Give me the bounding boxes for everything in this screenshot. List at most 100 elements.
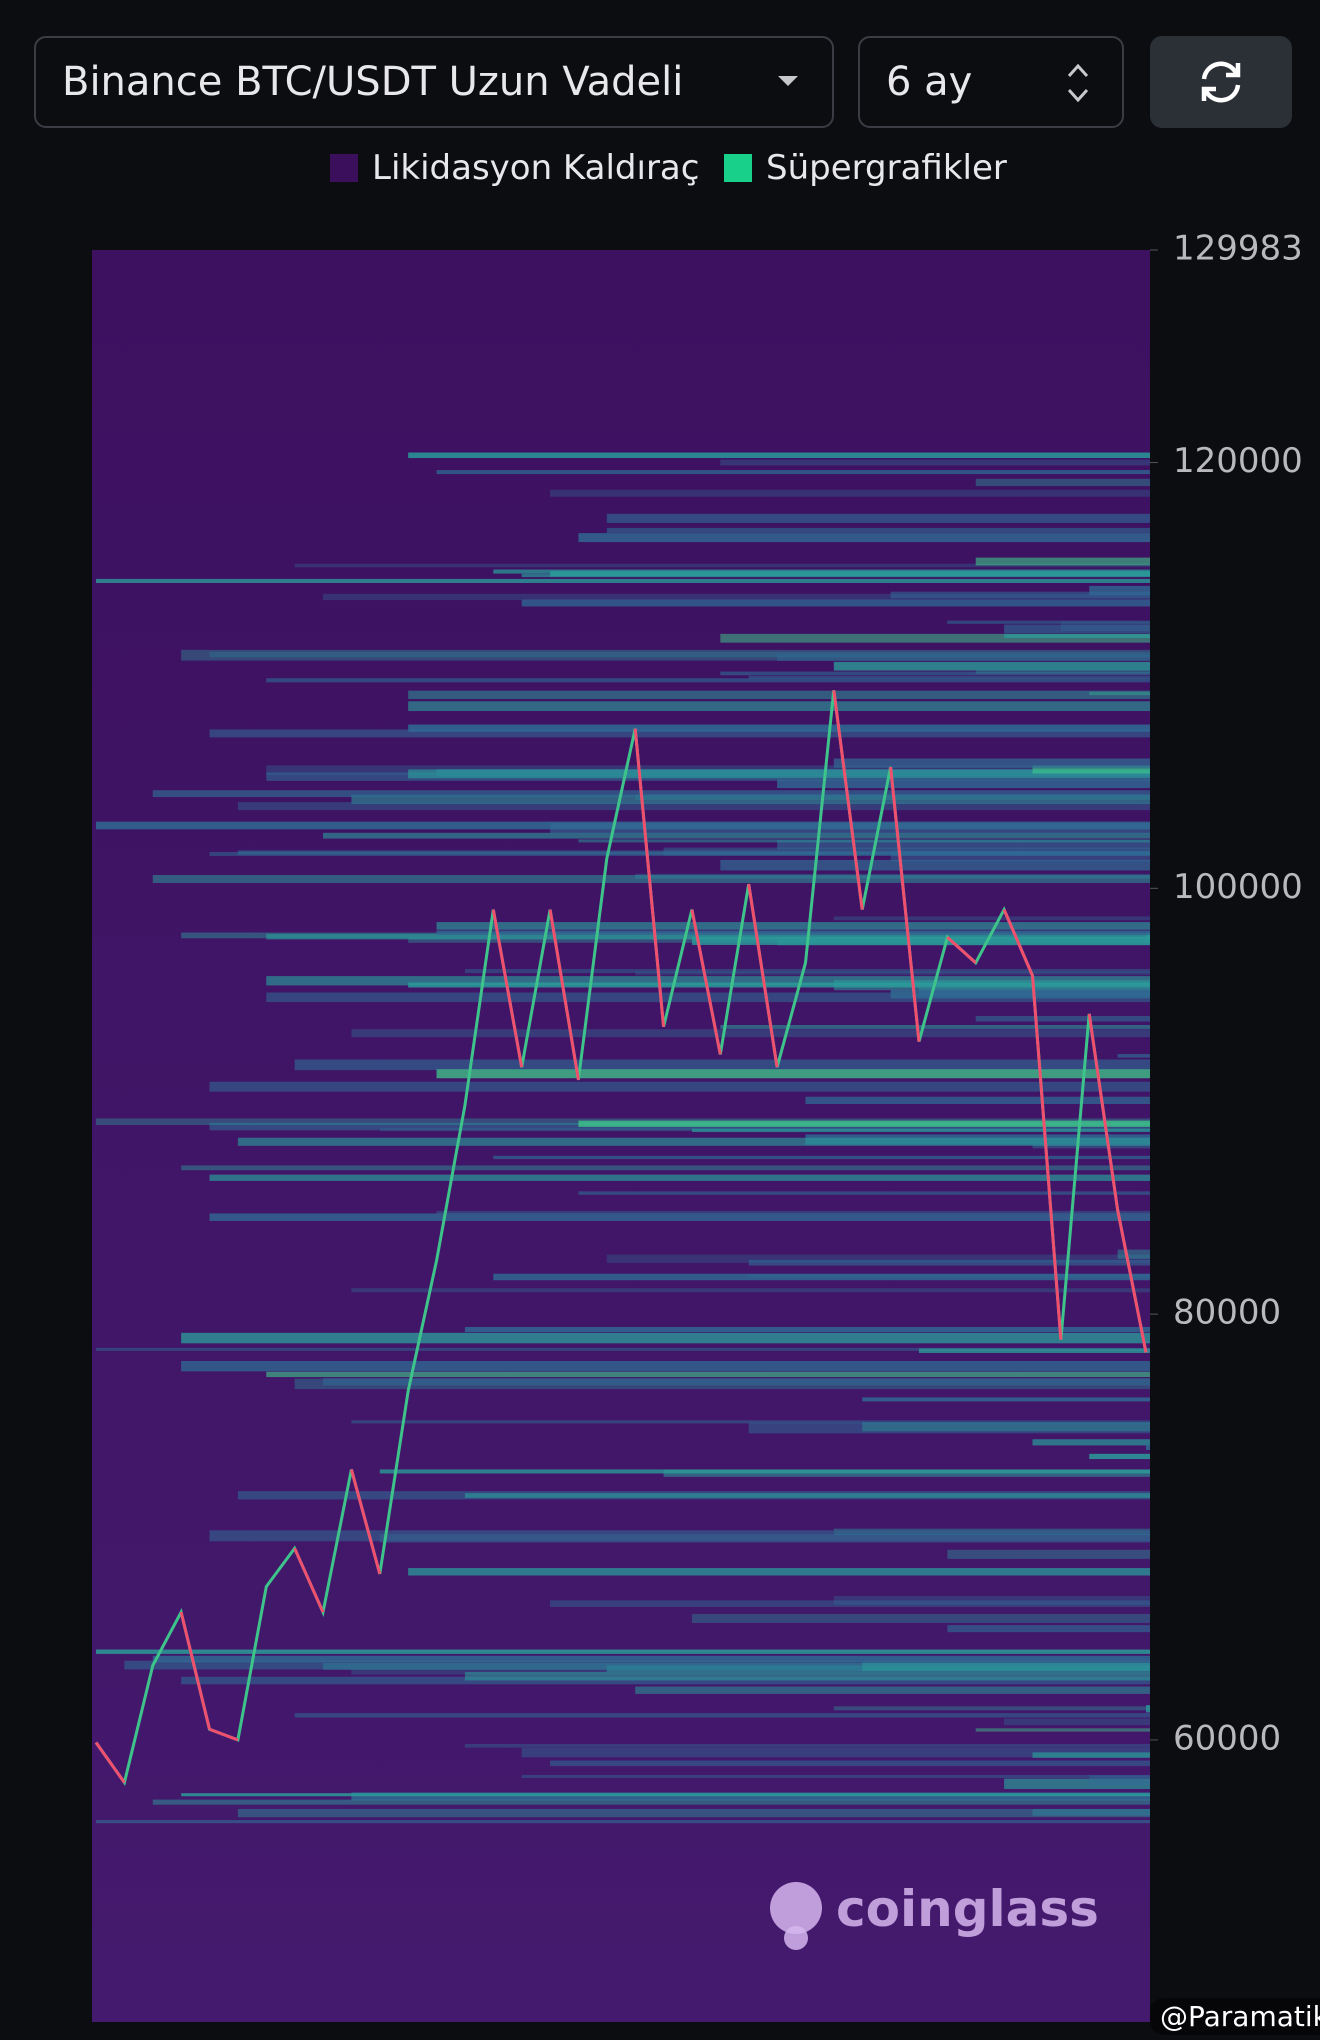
heatmap-band	[493, 1273, 1150, 1281]
heatmap-band	[237, 850, 1150, 855]
heatmap-band	[1089, 1775, 1150, 1785]
price-drop	[889, 766, 921, 1042]
heatmap-band	[464, 968, 1150, 974]
heatmap-band	[1146, 1705, 1150, 1713]
y-tick-label: 60000	[1173, 1718, 1281, 1758]
heatmap-band	[351, 1029, 1150, 1038]
heatmap-band	[521, 1774, 1150, 1778]
price-drop	[349, 1469, 382, 1575]
price-drop	[208, 1727, 239, 1742]
heatmap-band	[777, 654, 1150, 662]
heatmap-band	[947, 1549, 1150, 1559]
heatmap-band	[833, 1706, 1150, 1711]
heatmap-band	[408, 701, 1150, 712]
heatmap-band	[266, 992, 1150, 1003]
heatmap-band	[550, 1600, 1150, 1607]
heatmap-band	[379, 1469, 1150, 1474]
heatmap-band	[606, 1665, 1150, 1672]
heatmap-band	[975, 669, 1150, 674]
heatmap-band	[152, 875, 1150, 883]
heatmap-band	[833, 661, 1150, 671]
price-drop	[690, 909, 722, 1055]
heatmap-band	[152, 1655, 1150, 1663]
exchange-select[interactable]: Binance BTC/USDT Uzun Vadeli	[34, 36, 834, 128]
heatmap-band	[1032, 1439, 1150, 1446]
heatmap-band	[351, 1420, 1150, 1424]
y-tick-label: 80000	[1173, 1293, 1281, 1333]
refresh-icon	[1201, 61, 1241, 103]
heatmap-band	[748, 1274, 1150, 1278]
heatmap-band	[833, 979, 1150, 991]
heatmap-band	[833, 916, 1150, 921]
heatmap-band	[436, 470, 1150, 475]
heatmap-band	[635, 793, 1150, 801]
heatmap-band	[550, 823, 1150, 834]
heatmap-band	[152, 1799, 1150, 1805]
heatmap-bands	[96, 452, 1150, 1824]
heatmap-band	[237, 1137, 1150, 1146]
price-drop	[548, 909, 580, 1081]
heatmap-band	[691, 936, 1150, 945]
refresh-button[interactable]	[1150, 36, 1292, 128]
heatmap-band	[890, 591, 1150, 599]
price-drop	[1087, 1013, 1120, 1211]
heatmap-band	[862, 1397, 1150, 1402]
heatmap-band	[578, 1120, 1150, 1127]
heatmap-band	[209, 1174, 1150, 1181]
heatmap-band	[975, 478, 1150, 487]
heatmap-band	[96, 578, 1150, 583]
y-tick-label: 100000	[1173, 867, 1303, 907]
heatmap-band	[181, 1793, 1150, 1797]
heatmap-band	[748, 1422, 1150, 1434]
heatmap-band	[947, 1625, 1150, 1633]
heatmap-band	[720, 1024, 1150, 1029]
heatmap-band	[323, 593, 1150, 601]
heatmap-band	[1146, 1444, 1150, 1451]
heatmap-band	[635, 971, 1150, 976]
heatmap-band	[1117, 1054, 1150, 1058]
heatmap-band	[96, 1118, 1150, 1126]
heatmap-band	[862, 1422, 1150, 1432]
heatmap-band	[578, 1191, 1150, 1195]
heatmap-band	[351, 1288, 1150, 1293]
heatmap-band	[464, 1326, 1150, 1333]
heatmap-band	[266, 1371, 1150, 1378]
heatmap-band	[635, 1686, 1150, 1694]
heatmap-band	[550, 489, 1150, 497]
heatmap-band	[181, 1676, 1150, 1685]
heatmap-band	[635, 873, 1150, 879]
heatmap-band	[96, 1649, 1150, 1654]
heatmap-band	[408, 724, 1150, 732]
heatmap-band	[266, 976, 1150, 986]
heatmap-band	[181, 1360, 1150, 1372]
period-select[interactable]: 6 ay	[858, 36, 1124, 128]
heatmap-band	[351, 1668, 1150, 1675]
heatmap-band	[96, 821, 1150, 830]
price-drop	[1030, 975, 1063, 1340]
heatmap-band	[464, 1743, 1150, 1748]
heatmap-band	[493, 569, 1150, 574]
heatmap-band	[550, 571, 1150, 577]
heatmap-band	[663, 1469, 1150, 1477]
heatmap-band	[1089, 691, 1150, 696]
heatmap-band	[1032, 1144, 1150, 1149]
heatmap-band	[209, 1081, 1150, 1092]
heatmap-band	[606, 1254, 1150, 1263]
heatmap-band	[777, 779, 1150, 789]
heatmap-band	[294, 1059, 1150, 1071]
heatmap-band	[691, 1128, 1150, 1133]
heatmap-band	[209, 1122, 1150, 1131]
heatmap-band	[294, 1378, 1150, 1390]
heatmap-area	[92, 250, 1150, 2022]
heatmap-band	[1004, 1778, 1150, 1790]
heatmap-band	[181, 649, 1150, 661]
legend-item[interactable]: Süpergrafikler	[724, 148, 1007, 188]
legend-item[interactable]: Likidasyon Kaldıraç	[330, 148, 699, 188]
heatmap-band	[748, 675, 1150, 679]
exchange-select-text: Binance BTC/USDT Uzun Vadeli	[62, 59, 684, 105]
price-line	[94, 690, 1148, 1787]
heatmap-band	[266, 765, 1150, 775]
heatmap-band	[436, 922, 1150, 930]
heatmap-band	[408, 1568, 1150, 1576]
heatmap-band	[918, 987, 1150, 997]
